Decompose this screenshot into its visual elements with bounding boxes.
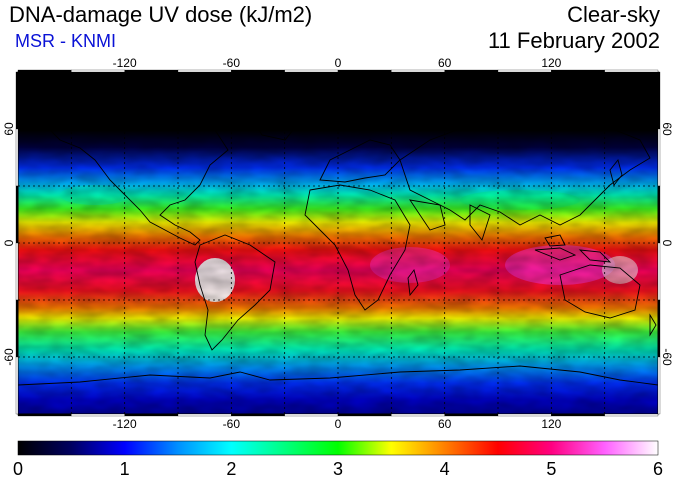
colorbar-tick-label: 2 — [226, 459, 236, 479]
lon-tick-top: 120 — [541, 56, 561, 70]
lon-tick-top: -120 — [113, 56, 137, 70]
frame-segment-left — [15, 299, 19, 358]
frame-segment-bottom — [444, 413, 499, 417]
frame-segment-right — [657, 128, 661, 187]
frame-segment-bottom — [71, 413, 125, 417]
frame-segment-top — [604, 69, 659, 73]
colorbar-tick-label: 0 — [13, 459, 23, 479]
date-label: 11 February 2002 — [487, 28, 660, 53]
colorbar-tick-label: 6 — [653, 459, 663, 479]
lon-tick-bottom: -120 — [113, 417, 137, 431]
frame-segment-top — [231, 69, 285, 73]
frame-segment-left — [15, 242, 19, 301]
lon-tick-top: -60 — [223, 56, 241, 70]
colorbar-tick-label: 4 — [440, 459, 450, 479]
condition-label: Clear-sky — [567, 2, 660, 27]
frame-segment-left — [15, 185, 19, 244]
frame-segment-bottom — [284, 413, 339, 417]
colorbar-tick-label: 1 — [120, 459, 130, 479]
lat-tick-left: 0 — [2, 239, 16, 246]
colorbar-labels: 0 1 2 3 4 5 6 — [13, 459, 663, 479]
map-title: DNA-damage UV dose (kJ/m2) — [9, 2, 313, 27]
frame-segment-bottom — [17, 413, 72, 417]
frame-segment-bottom — [497, 413, 552, 417]
frame-segment-top — [391, 69, 445, 73]
frame-segment-bottom — [124, 413, 179, 417]
axis-tick-labels: -120 -120 -60 -60 0 0 60 60 120 120 60 0 -60 60 0 -60 — [2, 56, 674, 431]
lon-tick-bottom: -60 — [223, 417, 241, 431]
frame-segment-left — [15, 71, 19, 130]
frame-segment-bottom — [551, 413, 605, 417]
lat-tick-left: 60 — [2, 122, 16, 136]
frame-segment-top — [284, 69, 339, 73]
lon-tick-bottom: 60 — [438, 417, 452, 431]
frame-segment-right — [657, 185, 661, 244]
lon-tick-bottom: 120 — [541, 417, 561, 431]
frame-segment-left — [15, 356, 19, 415]
lon-tick-bottom: 0 — [335, 417, 342, 431]
map-frame-scale — [15, 69, 661, 417]
frame-segment-top — [444, 69, 499, 73]
frame-segment-bottom — [337, 413, 392, 417]
frame-segment-top — [17, 69, 72, 73]
frame-segment-left — [15, 128, 19, 187]
frame-segment-top — [71, 69, 125, 73]
frame-segment-top — [124, 69, 179, 73]
frame-segment-top — [551, 69, 605, 73]
frame-segment-right — [657, 71, 661, 130]
graticule — [18, 72, 658, 414]
colorbar-tick-label: 3 — [333, 459, 343, 479]
lat-tick-right: 60 — [660, 122, 674, 136]
frame-segment-right — [657, 242, 661, 301]
frame-segment-bottom — [604, 413, 659, 417]
coastlines — [18, 94, 658, 386]
frame-segment-bottom — [177, 413, 232, 417]
colorbar — [17, 440, 659, 456]
frame-segment-top — [337, 69, 392, 73]
lat-tick-left: -60 — [2, 348, 16, 366]
lon-tick-top: 0 — [335, 56, 342, 70]
frame-segment-right — [657, 299, 661, 358]
source-label: MSR - KNMI — [15, 31, 116, 51]
frame-segment-bottom — [391, 413, 445, 417]
frame-segment-right — [657, 356, 661, 415]
lon-tick-top: 60 — [438, 56, 452, 70]
frame-segment-top — [497, 69, 552, 73]
lat-tick-right: 0 — [660, 240, 674, 247]
frame-segment-top — [177, 69, 232, 73]
frame-segment-bottom — [231, 413, 285, 417]
lat-tick-right: -60 — [660, 348, 674, 366]
colorbar-tick-label: 5 — [546, 459, 556, 479]
